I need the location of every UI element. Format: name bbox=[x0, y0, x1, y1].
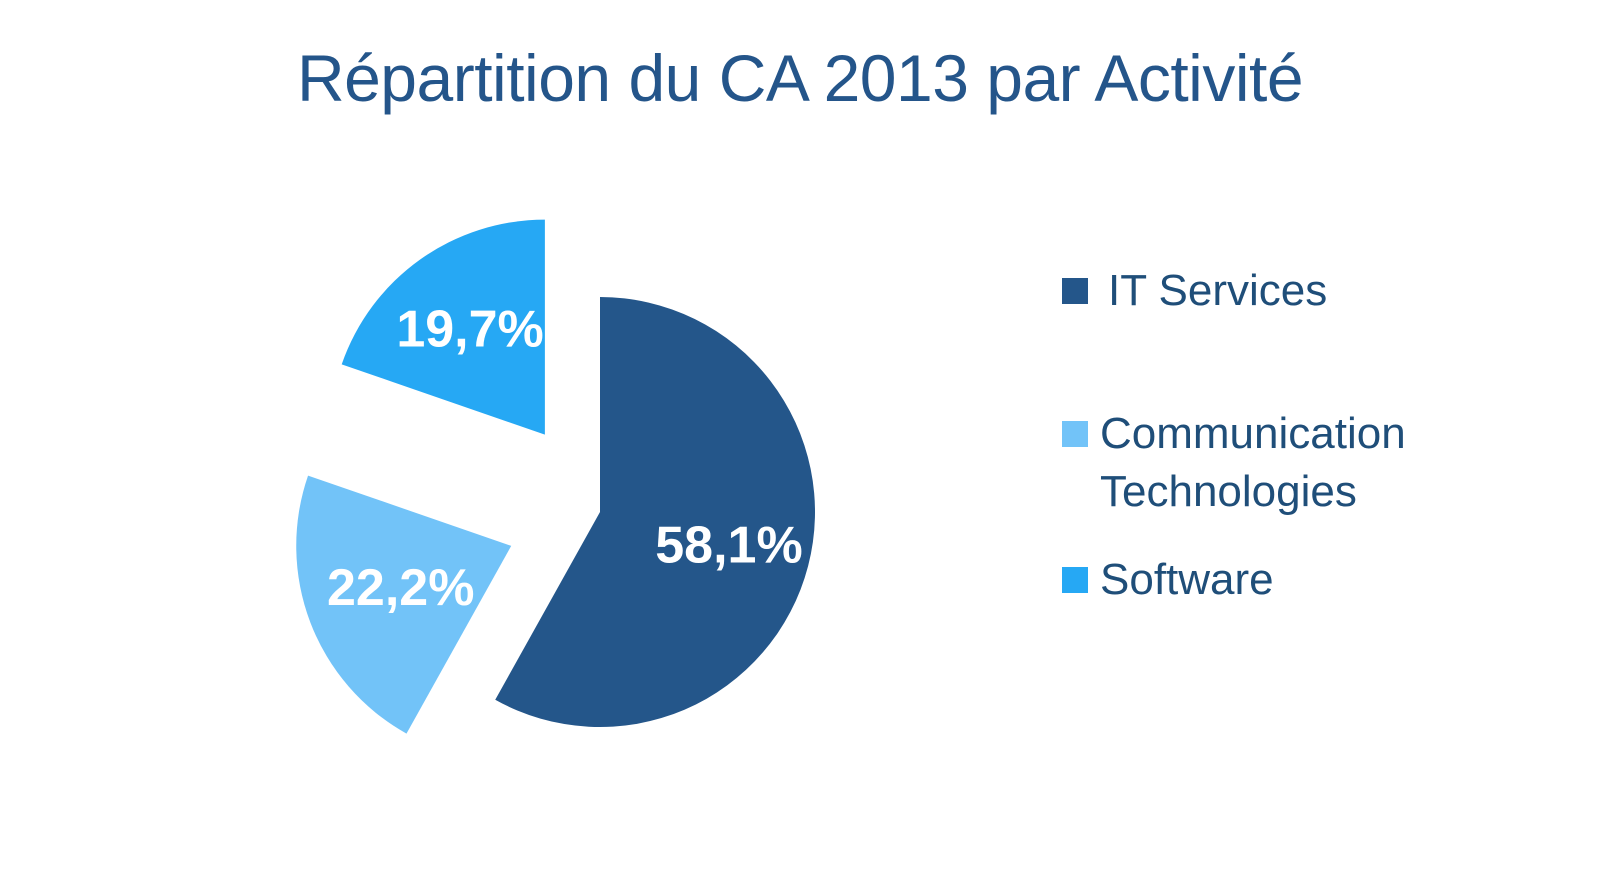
legend-label-software: Software bbox=[1100, 555, 1274, 604]
pie-slice-it-services bbox=[495, 297, 816, 727]
legend-item-software: Software bbox=[1062, 551, 1274, 609]
pie-slice-software bbox=[341, 219, 545, 435]
legend-item-communication-technologies: Communication Technologies bbox=[1062, 405, 1406, 521]
legend-swatch-it-services bbox=[1062, 278, 1088, 304]
legend-label-it-services: IT Services bbox=[1108, 266, 1328, 315]
legend-item-it-services: IT Services bbox=[1062, 262, 1327, 320]
legend-swatch-communication-technologies bbox=[1062, 421, 1088, 447]
data-label-communication-technologies: 22,2% bbox=[327, 559, 474, 617]
pie-slice-communication-technologies bbox=[296, 475, 512, 734]
data-label-software: 19,7% bbox=[396, 301, 543, 359]
data-label-it-services: 58,1% bbox=[655, 517, 802, 575]
legend-label-communication-technologies: Communication Technologies bbox=[1100, 409, 1406, 516]
pie-chart: 58,1% 22,2% 19,7% bbox=[296, 219, 816, 734]
chart-title: Répartition du CA 2013 par Activité bbox=[296, 41, 1304, 115]
legend-swatch-software bbox=[1062, 567, 1088, 593]
